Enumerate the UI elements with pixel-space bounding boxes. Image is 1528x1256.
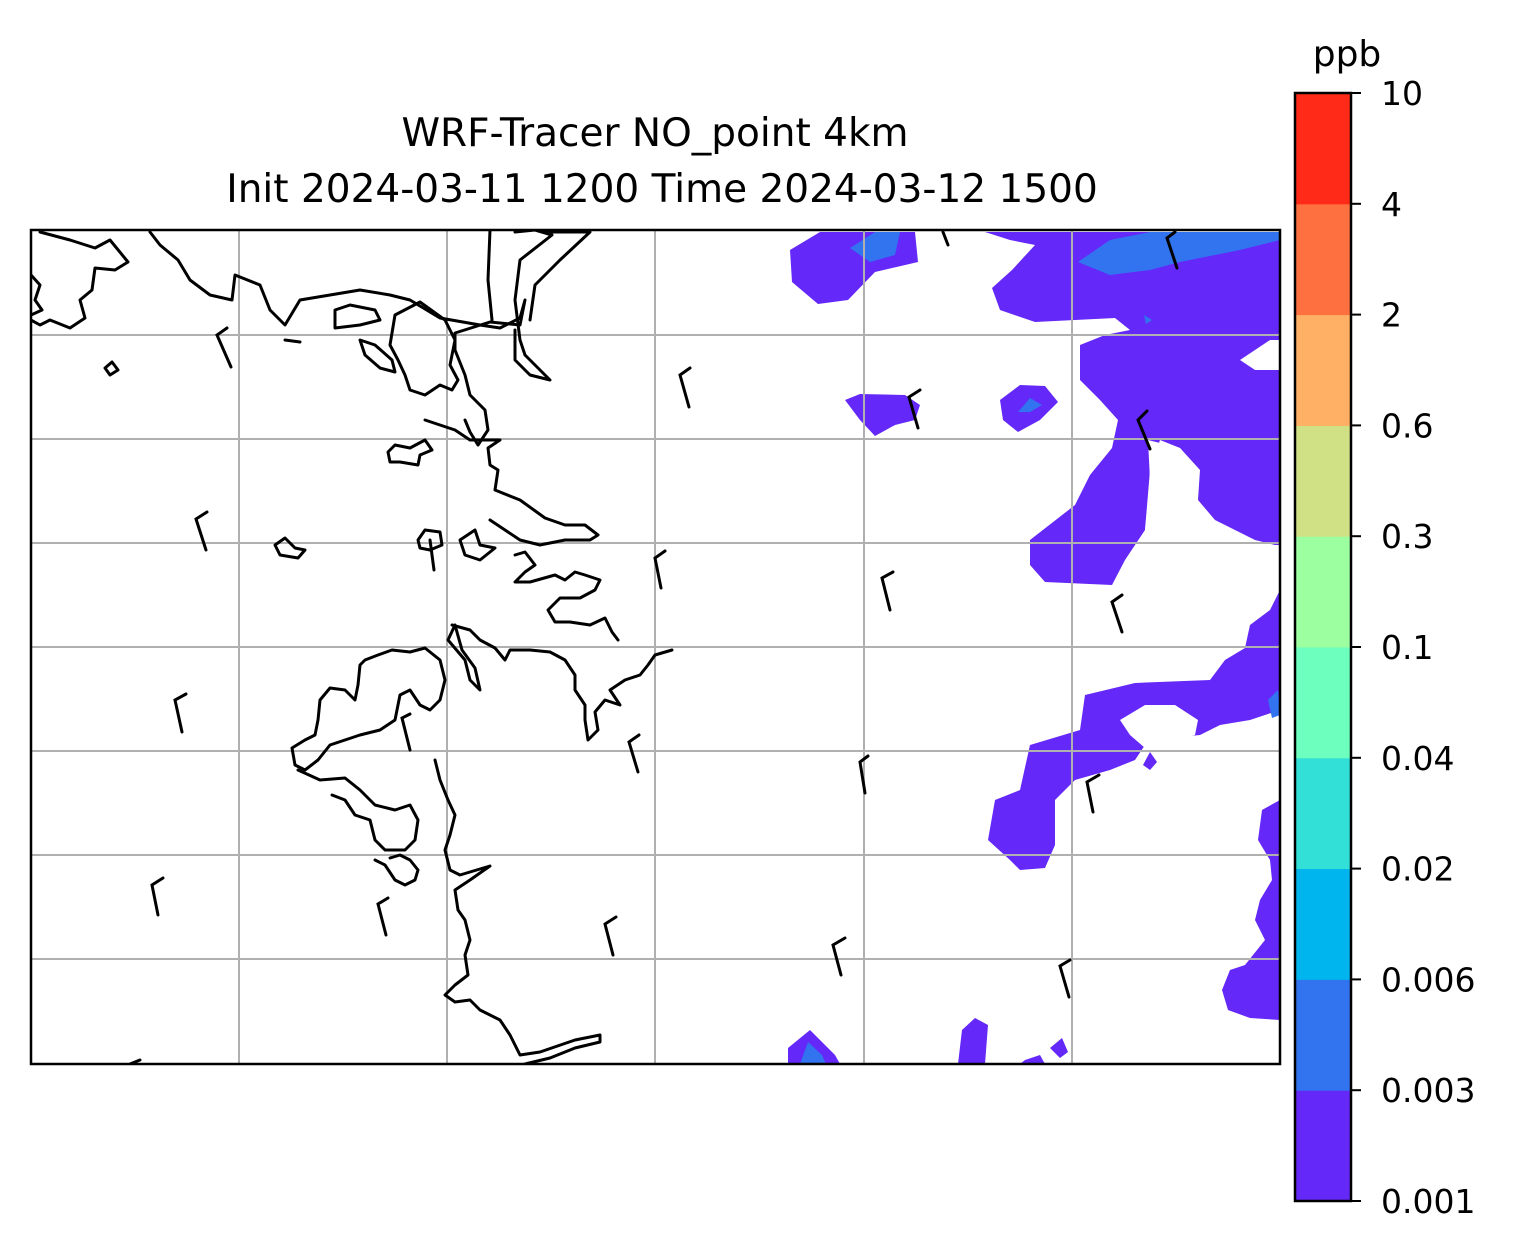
- colorbar-tick-label: 0.04: [1381, 739, 1454, 778]
- colorbar: ppb 0.001 0.003 0.006 0.02 0.04 0.1 0.3 0.6 2 4 10: [1293, 34, 1475, 1221]
- colorbar-unit-label: ppb: [1313, 34, 1382, 75]
- tracer-contours: [788, 232, 1280, 1064]
- colorbar-band: [1295, 647, 1351, 759]
- colorbar-bands: [1295, 93, 1351, 1202]
- colorbar-tick-label: 0.1: [1381, 628, 1433, 667]
- colorbar-tick-label: 0.006: [1381, 960, 1475, 999]
- map-frame: [29, 228, 1282, 1066]
- title-line-1: WRF-Tracer NO_point 4km: [401, 111, 908, 156]
- title-line-2: Init 2024-03-11 1200 Time 2024-03-12 150…: [226, 167, 1098, 212]
- colorbar-band: [1295, 93, 1351, 205]
- colorbar-frame: [1293, 91, 1353, 1203]
- colorbar-band: [1295, 536, 1351, 648]
- colorbar-tick-label: 2: [1381, 296, 1402, 335]
- colorbar-band: [1295, 757, 1351, 870]
- colorbar-band: [1295, 203, 1351, 316]
- colorbar-band: [1295, 425, 1351, 537]
- colorbar-band: [1295, 868, 1351, 980]
- colorbar-tick-label: 0.003: [1381, 1071, 1475, 1110]
- colorbar-tick-label: 0.3: [1381, 517, 1433, 556]
- coastline: [31, 230, 674, 1064]
- colorbar-tick-label: 0.001: [1381, 1182, 1475, 1221]
- colorbar-tick-label: 4: [1381, 185, 1402, 224]
- colorbar-tick-label: 10: [1381, 74, 1423, 113]
- colorbar-band: [1295, 1090, 1351, 1202]
- colorbar-tick-label: 0.6: [1381, 406, 1433, 445]
- colorbar-band: [1295, 314, 1351, 426]
- colorbar-band: [1295, 979, 1351, 1091]
- wind-barbs: [150, 230, 1179, 999]
- map-gridlines: [31, 230, 1280, 1064]
- colorbar-tick-label: 0.02: [1381, 850, 1454, 889]
- map-panel: [29, 228, 1282, 1066]
- colorbar-ticks: 0.001 0.003 0.006 0.02 0.04 0.1 0.3 0.6 2 4 10: [1351, 74, 1475, 1221]
